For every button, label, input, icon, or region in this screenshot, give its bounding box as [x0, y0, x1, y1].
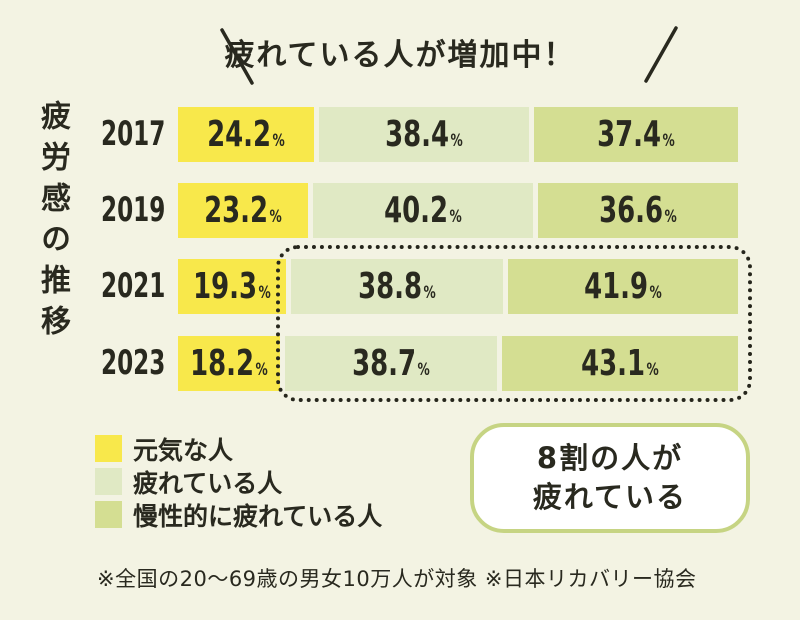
legend-item: 元気な人: [95, 435, 382, 465]
segment-label: 37.4%: [596, 113, 675, 155]
segment-value: 40.2: [384, 189, 449, 231]
segment-label: 38.4%: [384, 113, 463, 155]
bar-track: 24.2% 38.4% 37.4%: [178, 107, 738, 162]
segment-label: 41.9%: [584, 265, 662, 307]
segment-label: 38.7%: [351, 342, 430, 384]
legend-swatch: [95, 468, 122, 495]
bar-segment: 38.4%: [313, 107, 529, 162]
segment-label: 19.3%: [193, 265, 271, 307]
bar-segment: 23.2%: [178, 183, 308, 238]
segment-value: 18.2: [190, 342, 255, 384]
legend-item: 疲れている人: [95, 468, 382, 498]
year-label: 2021: [101, 266, 166, 306]
year-label: 2017: [101, 114, 166, 154]
segment-label: 18.2%: [190, 342, 268, 384]
legend: 元気な人 疲れている人 慢性的に疲れている人: [95, 435, 382, 534]
bar-segment: 41.9%: [503, 259, 738, 314]
callout-line-1: 8割の人が: [536, 440, 684, 475]
percent-sign: %: [664, 206, 677, 227]
segment-value: 23.2: [204, 189, 269, 231]
legend-label: 元気な人: [133, 435, 234, 465]
segment-value: 38.8: [358, 265, 423, 307]
bar-segment: 38.8%: [286, 259, 504, 314]
legend-item: 慢性的に疲れている人: [95, 501, 382, 531]
year-label: 2023: [101, 343, 166, 383]
bar-track: 19.3% 38.8% 41.9%: [178, 259, 738, 314]
title-decoration: [220, 26, 678, 85]
segment-value: 24.2: [206, 113, 271, 155]
percent-sign: %: [449, 206, 462, 227]
bar-segment: 38.7%: [279, 336, 497, 391]
bar-segment: 18.2%: [178, 336, 280, 391]
callout-line-2: 疲れている: [532, 480, 688, 514]
percent-sign: %: [649, 282, 662, 303]
segment-value: 36.6: [599, 189, 664, 231]
segment-label: 38.8%: [358, 265, 437, 307]
bar-segment: 40.2%: [307, 183, 534, 238]
percent-sign: %: [450, 130, 463, 151]
y-axis-label: 疲労感の推移: [35, 100, 70, 346]
bar-row-2017: 2017 24.2% 38.4% 37.4%: [0, 107, 800, 162]
segment-value: 43.1: [580, 342, 645, 384]
segment-label: 40.2%: [384, 189, 462, 231]
segment-value: 37.4: [596, 113, 661, 155]
bar-segment: 36.6%: [533, 183, 738, 238]
percent-sign: %: [646, 359, 659, 380]
bar-row-2019: 2019 23.2% 40.2% 36.6%: [0, 183, 800, 238]
bar-row-2023: 2023 18.2% 38.7% 43.1%: [0, 336, 800, 391]
segment-value: 38.7: [351, 342, 416, 384]
percent-sign: %: [272, 130, 285, 151]
percent-sign: %: [258, 282, 271, 303]
year-label: 2019: [101, 190, 166, 230]
segment-value: 41.9: [584, 265, 649, 307]
bar-track: 23.2% 40.2% 36.6%: [178, 183, 738, 238]
segment-value: 19.3: [193, 265, 258, 307]
bar-segment: 19.3%: [178, 259, 287, 314]
segment-value: 38.4: [384, 113, 449, 155]
chart-title: 疲れている人が増加中！: [224, 38, 576, 73]
percent-sign: %: [255, 359, 268, 380]
legend-label: 慢性的に疲れている人: [133, 501, 383, 531]
bar-row-2021: 2021 19.3% 38.8% 41.9%: [0, 259, 800, 314]
bar-segment: 24.2%: [178, 107, 314, 162]
legend-label: 疲れている人: [133, 468, 283, 498]
segment-label: 24.2%: [206, 113, 285, 155]
bar-track: 18.2% 38.7% 43.1%: [178, 336, 738, 391]
segment-label: 23.2%: [204, 189, 282, 231]
bar-segment: 37.4%: [528, 107, 738, 162]
legend-swatch: [95, 435, 122, 462]
footnote: ※全国の20〜69歳の男女10万人が対象 ※日本リカバリー協会: [97, 567, 697, 591]
segment-label: 36.6%: [599, 189, 677, 231]
bar-segment: 43.1%: [496, 336, 738, 391]
callout-bubble: 8割の人が 疲れている: [470, 423, 750, 533]
percent-sign: %: [662, 130, 675, 151]
segment-label: 43.1%: [580, 342, 659, 384]
legend-swatch: [95, 501, 122, 528]
percent-sign: %: [417, 359, 430, 380]
percent-sign: %: [423, 282, 437, 303]
title-slash-left-icon: [220, 28, 254, 85]
percent-sign: %: [269, 206, 282, 227]
title-slash-right-icon: [644, 26, 678, 83]
